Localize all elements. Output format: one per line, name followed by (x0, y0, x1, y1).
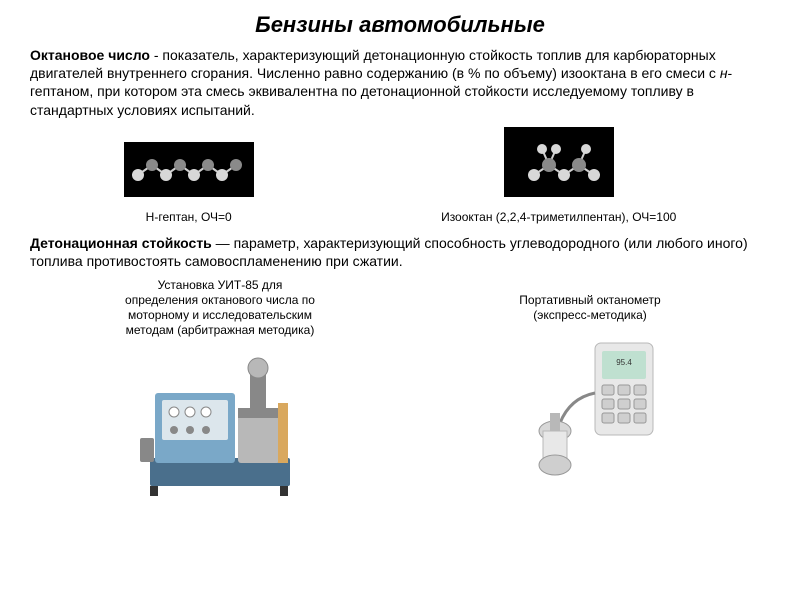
molecule-isooctane: Изооктан (2,2,4-триметилпентан), ОЧ=100 (441, 127, 676, 224)
uit-caption: Установка УИТ-85 для определения октанов… (120, 278, 320, 338)
definition-octane: Октановое число - показатель, характериз… (30, 46, 770, 119)
octanometer-caption: Портативный октанометр (экспресс-методик… (500, 293, 680, 323)
octanometer-image: 95.4 (510, 323, 670, 483)
definition-knock: Детонационная стойкость — параметр, хара… (30, 234, 770, 270)
isooctane-image (504, 127, 614, 197)
molecule-heptane: Н-гептан, ОЧ=0 (124, 142, 254, 224)
equipment-row: Установка УИТ-85 для определения октанов… (30, 278, 770, 498)
heptane-caption: Н-гептан, ОЧ=0 (124, 210, 254, 224)
octane-ital-n: н (720, 65, 728, 81)
equipment-uit: Установка УИТ-85 для определения октанов… (120, 278, 320, 498)
uit-image (120, 338, 320, 498)
equipment-octanometer: Портативный октанометр (экспресс-методик… (500, 293, 680, 483)
term-knock: Детонационная стойкость (30, 235, 212, 251)
page-title: Бензины автомобильные (30, 12, 770, 38)
isooctane-caption: Изооктан (2,2,4-триметилпентан), ОЧ=100 (441, 210, 676, 224)
heptane-image (124, 142, 254, 197)
term-octane: Октановое число (30, 47, 150, 63)
svg-text:95.4: 95.4 (616, 358, 632, 367)
molecule-row: Н-гептан, ОЧ=0 (30, 127, 770, 224)
